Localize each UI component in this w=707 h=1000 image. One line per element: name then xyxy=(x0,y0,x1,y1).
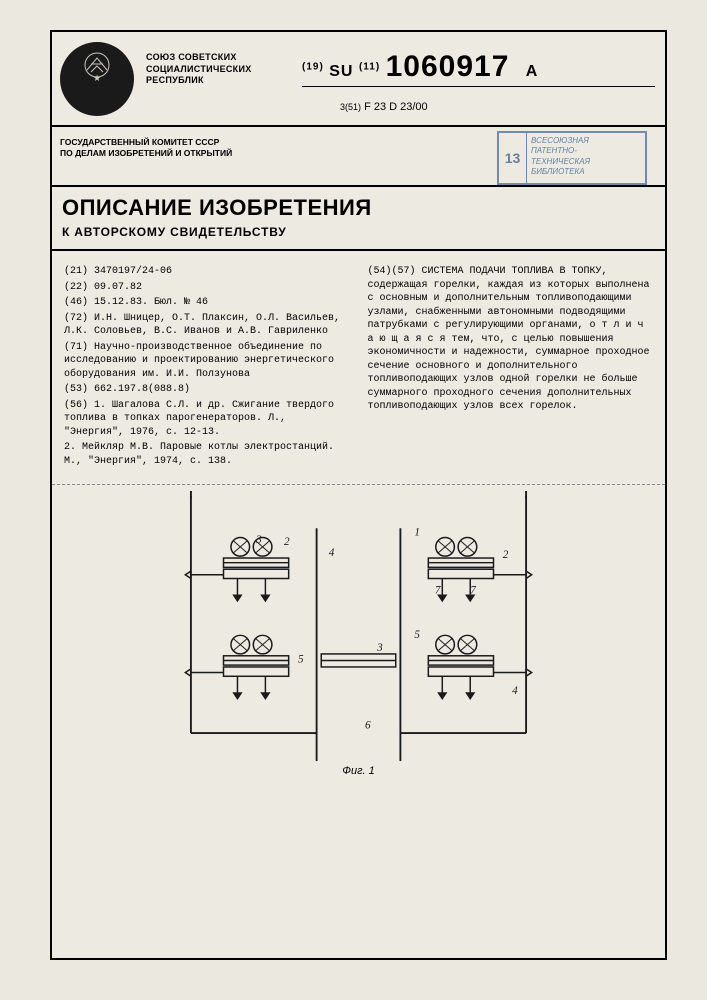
figure-area: 1 2 2 3 3 4 4 5 5 6 7 7 Фиг. 1 xyxy=(52,484,665,787)
publication-number: (19) SU (11) 1060917 A xyxy=(302,50,655,84)
state-emblem-icon: ★ xyxy=(60,42,134,116)
svg-text:5: 5 xyxy=(298,653,304,665)
state-emblem-box: ★ xyxy=(52,32,142,125)
field-21: (21) 3470197/24-06 xyxy=(64,265,350,279)
right-column: (54)(57) СИСТЕМА ПОДАЧИ ТОПЛИВА В ТОПКУ,… xyxy=(368,265,654,470)
svg-text:5: 5 xyxy=(414,629,420,641)
left-column: (21) 3470197/24-06 (22) 09.07.82 (46) 15… xyxy=(64,265,350,470)
header-row: ★ СОЮЗ СОВЕТСКИХСОЦИАЛИСТИЧЕСКИХРЕСПУБЛИ… xyxy=(52,32,665,127)
library-stamp: 13 ВСЕСОЮЗНАЯПАТЕНТНО-ТЕХНИЧЕСКАЯБИБЛИОТ… xyxy=(497,131,647,185)
field-56b: 2. Мейкляр М.В. Паровые котлы электроста… xyxy=(64,441,350,468)
figure-caption: Фиг. 1 xyxy=(92,765,625,777)
figure-1-drawing: 1 2 2 3 3 4 4 5 5 6 7 7 xyxy=(92,491,625,761)
committee-row: ГОСУДАРСТВЕННЫЙ КОМИТЕТ СССРПО ДЕЛАМ ИЗО… xyxy=(52,127,665,187)
svg-text:4: 4 xyxy=(512,685,518,697)
underline xyxy=(302,86,655,87)
abstract: (54)(57) СИСТЕМА ПОДАЧИ ТОПЛИВА В ТОПКУ,… xyxy=(368,265,654,414)
ipc-class: 3(51) F 23 D 23/00 xyxy=(340,101,655,113)
field-71: (71) Научно-производственное объединение… xyxy=(64,341,350,382)
svg-text:2: 2 xyxy=(503,549,509,561)
union-text: СОЮЗ СОВЕТСКИХСОЦИАЛИСТИЧЕСКИХРЕСПУБЛИК xyxy=(142,32,292,125)
document-subtitle: К АВТОРСКОМУ СВИДЕТЕЛЬСТВУ xyxy=(62,225,655,239)
page: ★ СОЮЗ СОВЕТСКИХСОЦИАЛИСТИЧЕСКИХРЕСПУБЛИ… xyxy=(0,0,707,1000)
svg-text:6: 6 xyxy=(365,719,371,731)
svg-text:7: 7 xyxy=(470,584,476,596)
stamp-number: 13 xyxy=(499,133,527,183)
svg-text:7: 7 xyxy=(435,584,441,596)
stamp-text: ВСЕСОЮЗНАЯПАТЕНТНО-ТЕХНИЧЕСКАЯБИБЛИОТЕКА xyxy=(527,133,645,183)
field-46: (46) 15.12.83. Бюл. № 46 xyxy=(64,296,350,310)
svg-text:3: 3 xyxy=(376,642,383,654)
document-title: ОПИСАНИЕ ИЗОБРЕТЕНИЯ xyxy=(62,195,655,221)
document-frame: ★ СОЮЗ СОВЕТСКИХСОЦИАЛИСТИЧЕСКИХРЕСПУБЛИ… xyxy=(50,30,667,960)
svg-text:4: 4 xyxy=(329,547,335,559)
stamp-area: 13 ВСЕСОЮЗНАЯПАТЕНТНО-ТЕХНИЧЕСКАЯБИБЛИОТ… xyxy=(292,127,665,185)
publication-number-box: (19) SU (11) 1060917 A 3(51) F 23 D 23/0… xyxy=(292,32,665,125)
field-22: (22) 09.07.82 xyxy=(64,281,350,295)
committee-text: ГОСУДАРСТВЕННЫЙ КОМИТЕТ СССРПО ДЕЛАМ ИЗО… xyxy=(52,127,292,185)
svg-text:3: 3 xyxy=(255,534,262,546)
title-row: ОПИСАНИЕ ИЗОБРЕТЕНИЯ К АВТОРСКОМУ СВИДЕТ… xyxy=(52,187,665,251)
bibliographic-body: (21) 3470197/24-06 (22) 09.07.82 (46) 15… xyxy=(52,251,665,478)
field-72: (72) И.Н. Шницер, О.Т. Плаксин, О.Л. Вас… xyxy=(64,312,350,339)
field-53: (53) 662.197.8(088.8) xyxy=(64,383,350,397)
svg-text:2: 2 xyxy=(284,536,290,548)
svg-text:1: 1 xyxy=(414,527,420,539)
field-56a: (56) 1. Шагалова С.Л. и др. Сжигание тве… xyxy=(64,399,350,440)
